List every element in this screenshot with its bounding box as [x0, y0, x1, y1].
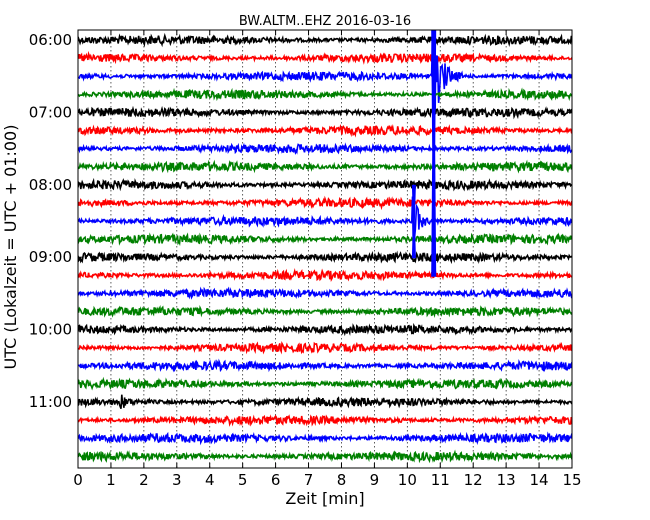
trace-line	[78, 43, 572, 123]
event-spike	[411, 184, 416, 259]
trace-group	[78, 30, 572, 464]
x-axis-label: Zeit [min]	[285, 489, 364, 508]
trace-line	[78, 159, 572, 174]
trace-line	[78, 268, 572, 282]
trace-line	[78, 376, 572, 391]
grid-lines	[110, 30, 540, 468]
y-tick-label: 08:00	[29, 176, 72, 194]
trace-line	[78, 105, 572, 120]
event-spike	[431, 30, 437, 277]
trace-line	[78, 449, 572, 464]
x-tick-label: 7	[304, 471, 314, 489]
trace-line	[78, 431, 572, 446]
trace-line	[78, 50, 572, 65]
x-tick-label: 2	[139, 471, 149, 489]
plot-frame	[77, 29, 573, 469]
x-tick-label: 1	[106, 471, 116, 489]
trace-line	[78, 304, 572, 318]
x-tick-label: 10	[398, 471, 417, 489]
x-tick-label: 13	[497, 471, 516, 489]
y-tick-label: 07:00	[29, 103, 72, 121]
trace-line	[78, 322, 572, 337]
trace-line	[78, 142, 572, 156]
trace-line	[78, 196, 572, 245]
x-tick-label: 15	[562, 471, 581, 489]
x-tick-label: 9	[370, 471, 380, 489]
trace-line	[78, 414, 572, 427]
y-tick-label: 11:00	[29, 393, 72, 411]
chart-title: BW.ALTM..EHZ 2016-03-16	[239, 14, 411, 29]
y-tick-label: 10:00	[29, 321, 72, 339]
trace-line	[78, 250, 572, 265]
x-tick-label: 14	[530, 471, 549, 489]
trace-line	[78, 232, 572, 247]
trace-line	[78, 340, 572, 355]
x-tick-label: 11	[431, 471, 450, 489]
y-axis-label: UTC (Lokalzeit = UTC + 01:00)	[1, 125, 20, 370]
x-tick-label: 5	[238, 471, 248, 489]
x-tick-label: 12	[464, 471, 483, 489]
trace-line	[78, 195, 572, 211]
axis-ticks: 0 1 2 3 4 5 6 7 8 9 10 11 12 13 14 1506:0007:0008:0009:…	[29, 30, 582, 489]
trace-line	[78, 177, 572, 192]
y-tick-label: 09:00	[29, 248, 72, 266]
x-tick-label: 0	[73, 471, 83, 489]
y-tick-label: 06:00	[29, 31, 72, 49]
trace-line	[78, 87, 572, 102]
x-tick-label: 6	[271, 471, 281, 489]
x-tick-label: 3	[172, 471, 182, 489]
x-tick-label: 4	[205, 471, 215, 489]
trace-line	[78, 123, 572, 138]
trace-line	[78, 358, 572, 373]
trace-line	[78, 394, 572, 409]
x-tick-label: 8	[337, 471, 347, 489]
trace-line	[78, 32, 572, 48]
trace-line	[78, 286, 572, 300]
